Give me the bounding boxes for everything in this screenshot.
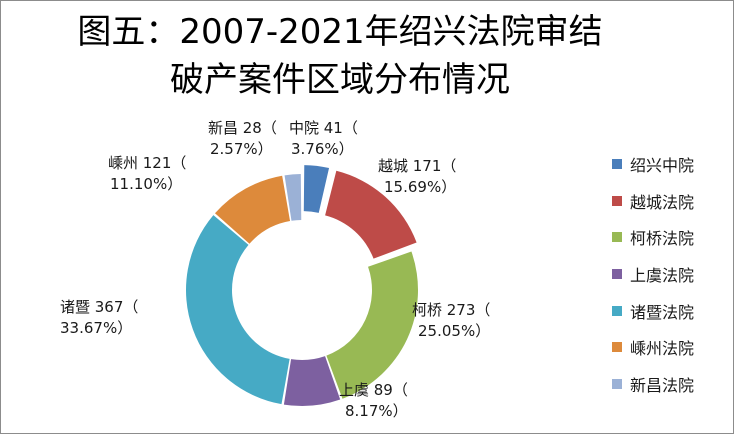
chart-title: 图五：2007-2021年绍兴法院审结 破产案件区域分布情况 [70, 8, 610, 104]
slice-xinchang [284, 174, 302, 221]
legend-swatch-yuecheng [612, 195, 622, 206]
data-label-keqiao: 柯桥 273（ 25.05%） [412, 301, 491, 340]
data-label-zhuji: 诸暨 367（ 33.67%） [60, 298, 139, 337]
data-label-shengzhou: 嵊州 121（ 11.10%） [108, 154, 187, 193]
slice-zhongyuan [303, 165, 330, 213]
legend-label-xinchang: 新昌法院 [630, 375, 695, 395]
legend-item-zhuji: 诸暨法院 [612, 292, 694, 329]
legend-swatch-xinchang [612, 378, 622, 389]
data-label-yuecheng: 越城 171（ 15.69%） [378, 157, 457, 196]
legend-swatch-shangyu [612, 269, 622, 280]
legend-item-shangyu: 上虞法院 [612, 256, 694, 293]
legend-label-keqiao: 柯桥法院 [630, 229, 695, 249]
data-label-xinchang: 新昌 28（ 2.57%） [208, 119, 277, 158]
legend-label-zhongyuan: 绍兴中院 [630, 156, 695, 176]
slice-shengzhou [214, 175, 291, 244]
legend-item-keqiao: 柯桥法院 [612, 219, 694, 256]
legend-item-zhongyuan: 绍兴中院 [612, 146, 694, 183]
data-label-shangyu: 上虞 89（ 8.17%） [339, 381, 408, 420]
legend-label-zhuji: 诸暨法院 [630, 302, 695, 322]
legend-label-shangyu: 上虞法院 [630, 266, 695, 286]
slice-yuecheng [325, 170, 417, 259]
legend: 绍兴中院越城法院柯桥法院上虞法院诸暨法院嵊州法院新昌法院 [612, 146, 694, 402]
legend-swatch-zhongyuan [612, 159, 622, 170]
legend-item-yuecheng: 越城法院 [612, 183, 694, 220]
legend-swatch-zhuji [612, 305, 622, 316]
legend-swatch-keqiao [612, 232, 622, 243]
legend-label-shengzhou: 嵊州法院 [630, 339, 695, 359]
legend-swatch-shengzhou [612, 342, 622, 353]
legend-item-shengzhou: 嵊州法院 [612, 329, 694, 366]
slice-shangyu [283, 356, 341, 406]
chart-title-line-2: 破产案件区域分布情况 [170, 60, 510, 100]
chart-title-line-1: 图五：2007-2021年绍兴法院审结 [77, 12, 603, 52]
slice-keqiao [326, 251, 418, 399]
data-label-zhongyuan: 中院 41（ 3.76%） [289, 119, 358, 158]
legend-item-xinchang: 新昌法院 [612, 366, 694, 403]
legend-label-yuecheng: 越城法院 [630, 192, 695, 212]
slice-zhuji [186, 215, 290, 405]
